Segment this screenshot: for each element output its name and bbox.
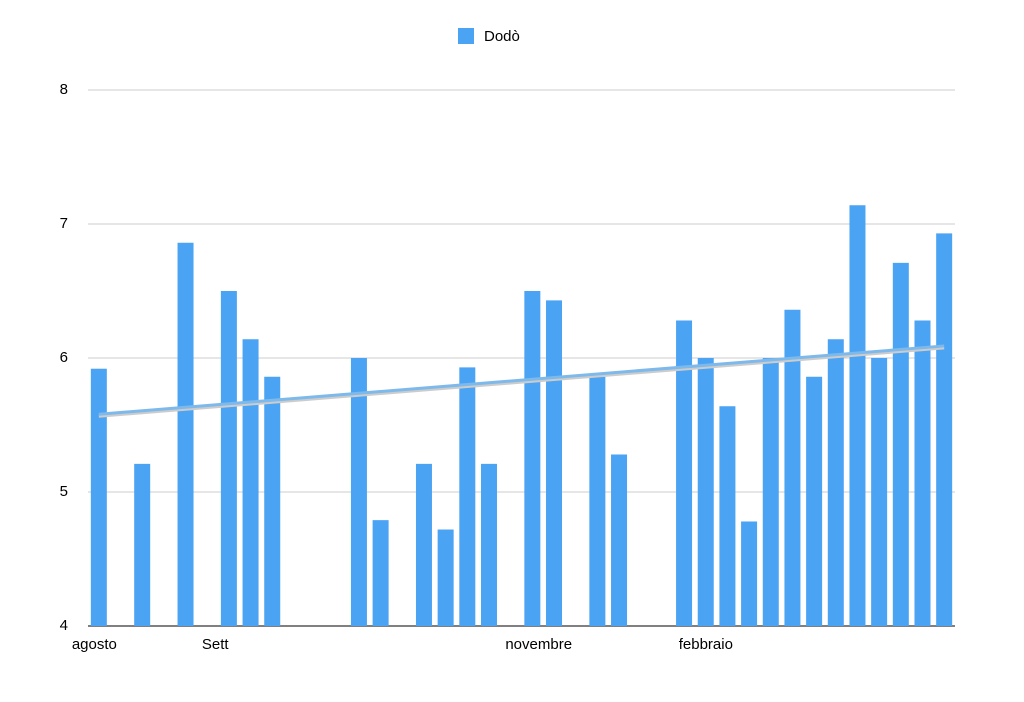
bar [611, 454, 628, 626]
bar [372, 520, 389, 626]
bar [134, 463, 151, 626]
y-tick-label: 8 [60, 81, 68, 98]
bar [459, 367, 476, 626]
bar [437, 529, 454, 626]
bar [177, 242, 194, 626]
bar [480, 463, 497, 626]
legend-swatch [458, 28, 474, 44]
bar [784, 309, 801, 626]
bar [676, 320, 693, 626]
bar [220, 291, 237, 626]
bar [242, 339, 259, 626]
bar [697, 358, 714, 626]
bar [871, 358, 888, 626]
trendline-shadow [98, 346, 945, 418]
bar [741, 521, 758, 626]
x-tick-label: agosto [72, 636, 117, 653]
bar [827, 339, 844, 626]
x-tick-label: novembre [505, 636, 572, 653]
bar [90, 368, 107, 626]
y-tick-label: 6 [60, 349, 68, 366]
bar [524, 291, 541, 626]
y-tick-label: 7 [60, 215, 68, 232]
bar [350, 358, 367, 626]
x-tick-label: febbraio [679, 636, 733, 653]
bar [849, 205, 866, 627]
trendline [98, 344, 945, 416]
bar [806, 376, 823, 626]
bar [264, 376, 281, 626]
bar [936, 233, 953, 626]
bar [719, 406, 736, 626]
bar [546, 300, 563, 626]
bar [892, 262, 909, 626]
x-tick-label: Sett [202, 636, 230, 653]
y-tick-label: 5 [60, 483, 68, 500]
legend-label: Dodò [484, 28, 520, 45]
bar [762, 358, 779, 626]
bar [914, 320, 931, 626]
bar [589, 376, 606, 626]
bar [415, 463, 432, 626]
y-tick-label: 4 [60, 617, 68, 634]
